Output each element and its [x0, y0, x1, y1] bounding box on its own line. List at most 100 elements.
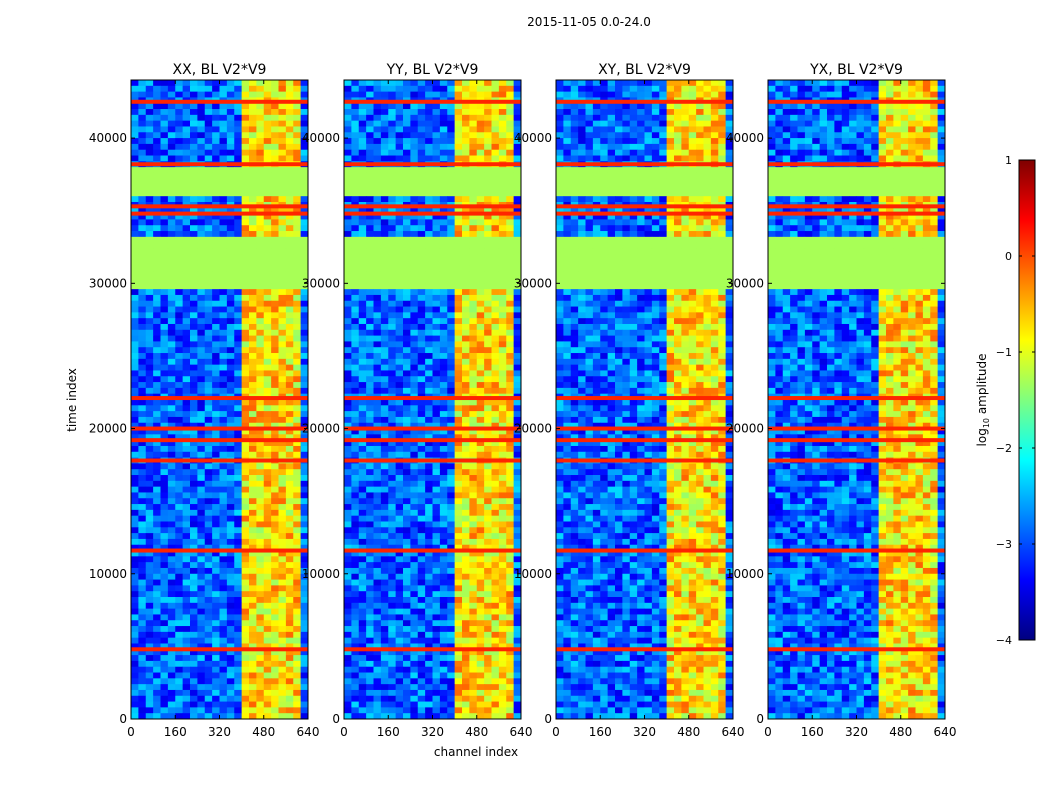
heatmap-cell: [403, 120, 411, 127]
heatmap-cell: [145, 626, 154, 633]
heatmap-cell: [403, 515, 411, 522]
heatmap-cell: [153, 672, 161, 679]
heatmap-cell: [447, 451, 456, 458]
heatmap-cell: [204, 306, 213, 313]
heatmap-cell: [447, 422, 456, 429]
heatmap-cell: [476, 544, 485, 551]
heatmap-cell: [425, 265, 433, 273]
heatmap-cell: [271, 695, 279, 702]
heatmap-cell: [256, 120, 265, 127]
heatmap-cell: [293, 370, 302, 377]
heatmap-cell: [447, 155, 456, 162]
heatmap-cell: [380, 132, 389, 139]
heatmap-cell: [293, 283, 302, 290]
heatmap-cell: [344, 631, 352, 639]
heatmap-cell: [410, 509, 419, 517]
heatmap-cell: [131, 445, 139, 453]
heatmap-cell: [484, 475, 492, 482]
heatmap-cell: [212, 80, 220, 87]
heatmap-cell: [366, 138, 374, 145]
heatmap-cell: [462, 364, 470, 371]
heatmap-cell: [182, 591, 191, 598]
heatmap-cell: [234, 643, 243, 650]
heatmap-cell: [366, 219, 374, 226]
heatmap-cell: [410, 225, 419, 232]
heatmap-cell: [190, 463, 198, 470]
heatmap-cell: [344, 323, 352, 331]
heatmap-cell: [182, 172, 191, 180]
heatmap-cell: [197, 376, 206, 383]
heatmap-cell: [425, 376, 433, 383]
heatmap-cell: [447, 353, 456, 360]
heatmap-cell: [167, 626, 176, 633]
heatmap-cell: [204, 620, 213, 627]
heatmap-cell: [498, 614, 507, 621]
heatmap-cell: [476, 631, 485, 639]
heatmap-cell: [145, 114, 154, 122]
heatmap-cell: [366, 132, 374, 139]
heatmap-cell: [256, 219, 265, 226]
heatmap-cell: [432, 469, 441, 476]
heatmap-cell: [300, 347, 308, 354]
heatmap-cell: [263, 143, 272, 151]
heatmap-cell: [469, 242, 478, 249]
heatmap-cell: [153, 666, 161, 673]
heatmap-cell: [285, 353, 294, 360]
heatmap-cell: [476, 178, 485, 185]
heatmap-cell: [167, 684, 176, 691]
heatmap-cell: [226, 382, 235, 389]
heatmap-cell: [462, 91, 470, 98]
heatmap-cell: [153, 631, 161, 639]
heatmap-cell: [469, 486, 478, 493]
heatmap-cell: [454, 614, 463, 621]
heatmap-cell: [160, 236, 169, 244]
heatmap-cell: [263, 236, 272, 244]
heatmap-cell: [498, 172, 507, 180]
heatmap-cell: [182, 643, 191, 650]
heatmap-cell: [373, 567, 382, 575]
heatmap-cell: [153, 498, 161, 505]
heatmap-cell: [219, 225, 228, 232]
heatmap-cell: [447, 254, 456, 261]
heatmap-cell: [358, 602, 367, 610]
heatmap-cell: [226, 434, 235, 441]
heatmap-cell: [234, 382, 243, 389]
heatmap-cell: [197, 562, 206, 569]
heatmap-cell: [432, 521, 441, 528]
heatmap-cell: [241, 370, 250, 377]
heatmap-cell: [160, 416, 169, 424]
heatmap-cell: [439, 492, 448, 499]
heatmap-cell: [388, 178, 397, 185]
heatmap-cell: [285, 265, 294, 273]
heatmap-cell: [190, 399, 198, 406]
heatmap-cell: [410, 492, 419, 499]
heatmap-cell: [388, 504, 397, 511]
heatmap-cell: [153, 428, 161, 435]
heatmap-cell: [395, 300, 404, 307]
heatmap-cell: [351, 231, 360, 238]
heatmap-cell: [271, 126, 279, 133]
heatmap-cell: [175, 515, 184, 522]
heatmap-cell: [278, 294, 287, 302]
heatmap-cell: [197, 411, 206, 418]
heatmap-cell: [160, 486, 169, 493]
heatmap-cell: [219, 678, 228, 685]
heatmap-cell: [145, 358, 154, 366]
heatmap-cell: [153, 364, 161, 371]
heatmap-cell: [484, 387, 492, 395]
heatmap-cell: [476, 626, 485, 633]
heatmap-cell: [447, 103, 456, 110]
heatmap-cell: [182, 207, 191, 215]
heatmap-cell: [439, 538, 448, 546]
heatmap-cell: [278, 335, 287, 342]
heatmap-cell: [432, 376, 441, 383]
heatmap-cell: [358, 184, 367, 191]
heatmap-cell: [439, 509, 448, 517]
heatmap-cell: [366, 626, 374, 633]
heatmap-cell: [175, 167, 184, 174]
heatmap-cell: [271, 643, 279, 650]
heatmap-cell: [219, 538, 228, 546]
heatmap-cell: [410, 370, 419, 377]
heatmap-cell: [300, 405, 308, 412]
heatmap-cell: [271, 451, 279, 458]
